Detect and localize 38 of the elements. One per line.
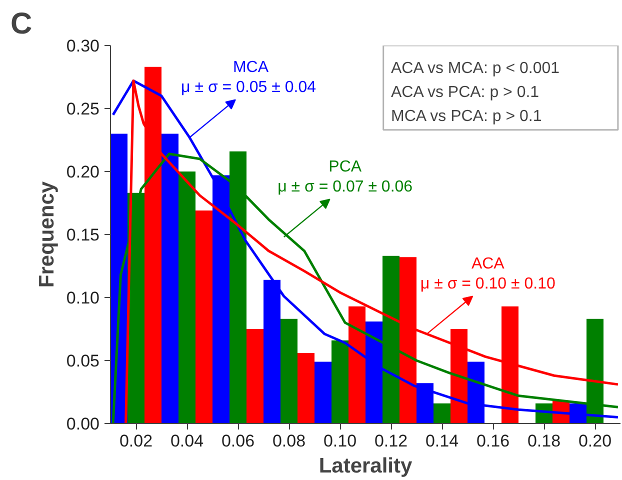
annotation: μ ± σ = 0.10 ± 0.10 — [420, 275, 556, 292]
annotation: ACA vs MCA: p < 0.001 — [391, 60, 560, 77]
annotation: ACA vs PCA: p > 0.1 — [391, 84, 540, 101]
bar — [178, 172, 196, 424]
annotation: μ ± σ = 0.07 ± 0.06 — [278, 178, 413, 196]
bar — [314, 362, 332, 424]
annotation: MCA vs PCA: p > 0.1 — [391, 108, 542, 125]
annotation: μ ± σ = 0.05 ± 0.04 — [181, 78, 316, 96]
x-tick-label: 0.08 — [272, 432, 306, 450]
bar — [332, 340, 348, 424]
bar — [298, 352, 314, 424]
x-tick-label: 0.20 — [578, 432, 612, 450]
y-axis-title: Frequency — [35, 181, 58, 288]
y-tick-label: 0.00 — [66, 414, 100, 434]
x-tick-label: 0.18 — [527, 432, 561, 450]
x-tick-label: 0.16 — [476, 432, 510, 450]
y-tick-label: 0.25 — [66, 100, 100, 118]
x-tick-label: 0.02 — [119, 432, 153, 450]
text: C — [10, 8, 32, 40]
y-tick-label: 0.15 — [66, 226, 100, 244]
x-axis-title: Laterality — [318, 454, 413, 478]
y-tick-label: 0.30 — [66, 36, 100, 56]
x-tick-label: 0.14 — [425, 432, 459, 450]
text: ACA — [471, 255, 505, 272]
x-tick-label: 0.04 — [170, 432, 204, 450]
bar — [280, 318, 298, 424]
bar — [246, 329, 264, 424]
y-tick-label: 0.10 — [66, 288, 100, 308]
text: PCA — [328, 158, 362, 176]
y-tick-label: 0.05 — [66, 352, 100, 370]
x-tick-label: 0.06 — [221, 432, 255, 450]
bar — [162, 134, 178, 424]
x-tick-label: 0.12 — [374, 432, 408, 450]
bar — [434, 403, 450, 424]
x-tick-label: 0.10 — [323, 432, 357, 450]
text: MCA — [232, 58, 269, 76]
bar — [196, 210, 212, 424]
y-tick-label: 0.20 — [66, 162, 100, 182]
